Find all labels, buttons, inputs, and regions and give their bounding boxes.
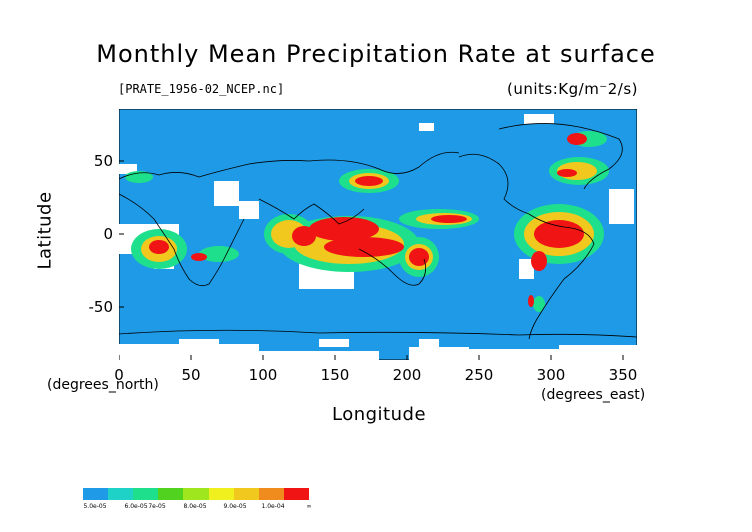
y-axis-label: Latitude: [34, 191, 56, 270]
colorbar-label: 5.0e-05: [83, 503, 107, 510]
missing-data-patches: [119, 114, 637, 360]
x-tick-label: 150: [320, 366, 350, 384]
y-tick-label: -50: [88, 298, 114, 316]
colorbar-swatch: [108, 488, 134, 500]
colorbar-swatch: [133, 488, 159, 500]
x-unit-right: (degrees_east): [541, 387, 646, 403]
heavy-precip-zones: [149, 133, 587, 307]
colorbar-label: 7e-05: [148, 503, 166, 510]
colorbar-label: 1.0e-04: [261, 503, 285, 510]
units-label: (units:Kg/m⁻2/s): [507, 80, 638, 98]
file-label: [PRATE_1956-02_NCEP.nc]: [118, 82, 285, 96]
colorbar-label: ∞: [306, 503, 312, 510]
colorbar-swatch: [183, 488, 209, 500]
x-tick-label: 250: [464, 366, 494, 384]
axis-ticks: [119, 160, 624, 360]
colorbar-swatch: [233, 488, 259, 500]
x-tick-label: 350: [608, 366, 638, 384]
precipitation-map: [119, 109, 637, 360]
coastlines: [119, 123, 637, 340]
x-tick-label: 50: [181, 366, 201, 384]
y-tick-label: 50: [93, 152, 113, 170]
x-tick-label: 0: [114, 366, 124, 384]
x-unit-left: (degrees_north): [47, 377, 159, 393]
colorbar-swatch: [158, 488, 184, 500]
colorbar-swatch: [258, 488, 284, 500]
x-tick-label: 100: [248, 366, 278, 384]
map-title: Monthly Mean Precipitation Rate at surfa…: [96, 40, 656, 68]
colorbar-swatch: [208, 488, 234, 500]
y-tick-label: 0: [103, 225, 113, 243]
x-tick-label: 300: [536, 366, 566, 384]
colorbar-swatch: [283, 488, 309, 500]
colorbar-label: 9.0e-05: [223, 503, 247, 510]
colorbar-swatch: [83, 488, 109, 500]
x-tick-label: 200: [392, 366, 422, 384]
colorbar-label: 6.0e-05: [124, 503, 148, 510]
x-axis-label: Longitude: [332, 404, 427, 425]
colorbar-label: 8.0e-05: [183, 503, 207, 510]
colorbar: [83, 488, 309, 500]
